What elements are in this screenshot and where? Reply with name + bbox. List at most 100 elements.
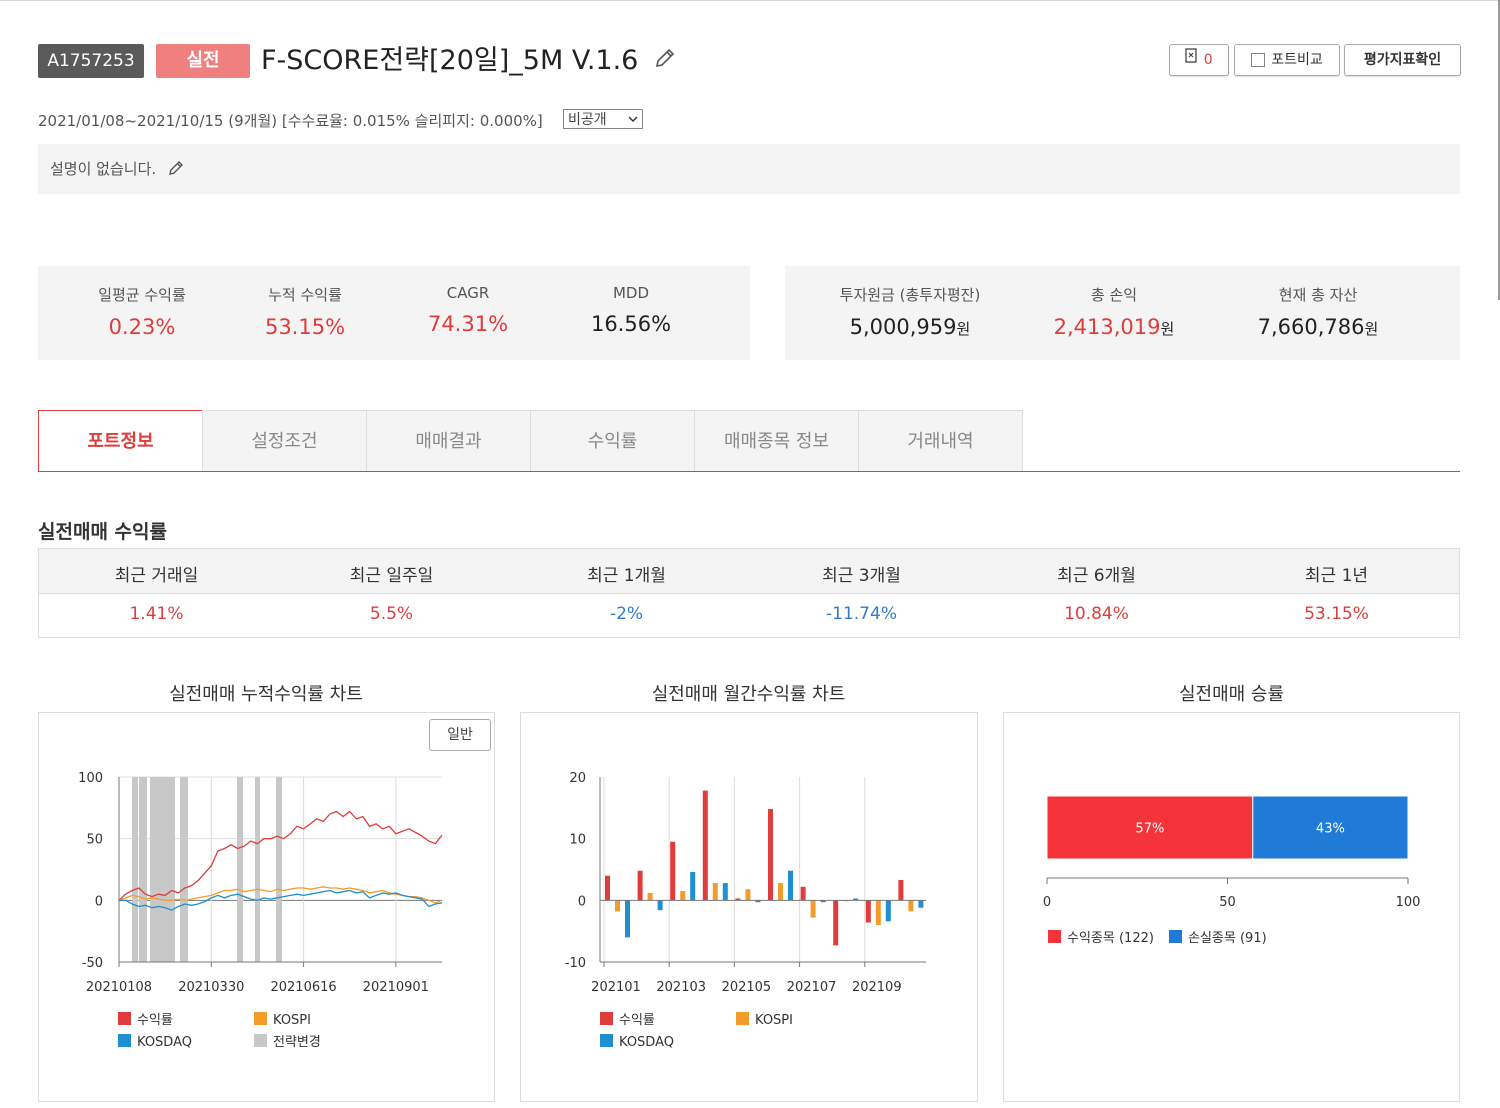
visibility-value: 비공개: [568, 112, 607, 128]
legend-label: 수익률: [137, 1013, 173, 1028]
col-header: 최근 1개월: [587, 566, 666, 586]
bar-KOSPI: [810, 900, 816, 918]
tab-bar: 포트정보 설정조건 매매결과 수익률 매매종목 정보 거래내역: [38, 410, 1460, 472]
legend-label: 전략변경: [273, 1035, 321, 1050]
section-title: 실전매매 수익률: [38, 521, 167, 543]
chart-title-winrate: 실전매매 승률: [1178, 684, 1285, 705]
tab-stock-info[interactable]: 매매종목 정보: [694, 410, 859, 472]
bar-수익률: [735, 898, 741, 901]
strategy-change-band: [276, 777, 282, 962]
y-tick-label: 50: [86, 833, 103, 848]
bar-수익률: [833, 900, 839, 946]
strategy-change-band: [150, 777, 175, 962]
chart-axis: 0 50 100: [1043, 877, 1421, 910]
checkbox-icon[interactable]: [1251, 53, 1266, 67]
series-line-수익률: [118, 810, 443, 901]
bar-KOSPI: [875, 900, 881, 925]
col-header: 최근 1년: [1304, 566, 1369, 586]
visibility-select[interactable]: 비공개: [563, 109, 643, 129]
y-tick-label: 0: [578, 894, 586, 909]
return-value: 53.15%: [1304, 604, 1369, 624]
bar-수익률: [670, 841, 676, 901]
stat-value: 2,413,019원: [1014, 315, 1214, 339]
bar-KOSPI: [647, 892, 653, 901]
chart-axis: 20 10 0 -10 202101 202103 202105 202107 202109: [565, 771, 926, 995]
y-tick-label: 20: [569, 771, 586, 786]
compare-label: 포트비교: [1271, 52, 1323, 68]
stat-value: 7,660,786원: [1218, 315, 1418, 339]
x-tick-label: 202103: [656, 980, 706, 995]
stat-value: 16.56%: [590, 312, 672, 336]
stat-value: 0.23%: [108, 315, 176, 339]
tab-port-info[interactable]: 포트정보: [38, 410, 203, 472]
stat-label: CAGR: [446, 284, 490, 302]
stat-principal: 투자원금 (총투자평잔) 5,000,959원: [810, 284, 1010, 339]
description: 설명이 없습니다.: [50, 158, 185, 181]
portfolio-id-badge: A1757253: [38, 44, 144, 78]
stat-number: 2,413,019: [1053, 315, 1161, 339]
x-tick-label: 202109: [852, 980, 902, 995]
strategy-change-band: [139, 777, 147, 962]
description-text: 설명이 없습니다.: [50, 160, 157, 178]
strategy-change-band: [237, 777, 243, 962]
stat-label: 일평균 수익률: [98, 286, 186, 304]
x-tick-label: 202101: [591, 980, 641, 995]
tab-transactions[interactable]: 거래내역: [858, 410, 1023, 472]
x-tick-label: 20210616: [270, 980, 336, 995]
stat-label: 총 손익: [1090, 286, 1138, 304]
x-tick-label: 0: [1043, 895, 1051, 910]
legend-swatch: [736, 1012, 749, 1025]
evaluation-button[interactable]: 평가지표확인: [1344, 44, 1461, 76]
bar-KOSPI: [680, 891, 686, 901]
legend-swatch: [600, 1034, 613, 1047]
copy-icon: [1185, 45, 1199, 75]
bar-KOSDAQ: [755, 900, 761, 903]
x-tick-label: 20210901: [363, 980, 429, 995]
stat-unit: 원: [956, 320, 971, 338]
page-title: F-SCORE전략[20일]_5M V.1.6: [261, 42, 677, 81]
x-tick-label: 20210330: [178, 980, 244, 995]
bar-KOSPI: [908, 900, 914, 912]
stat-number: 5,000,959: [849, 315, 957, 339]
legend-swatch: [118, 1034, 131, 1047]
copy-count-button[interactable]: 0: [1169, 44, 1229, 76]
legend-label: KOSPI: [755, 1013, 793, 1028]
live-badge: 실전: [156, 44, 250, 78]
chart-grid: [603, 777, 866, 962]
page-scrollbar[interactable]: [1498, 0, 1500, 300]
bar-KOSDAQ: [918, 900, 924, 908]
bar-수익률: [768, 809, 773, 901]
pencil-icon[interactable]: [653, 43, 677, 81]
x-tick-label: 202105: [722, 980, 772, 995]
pencil-icon[interactable]: [167, 159, 185, 181]
chart-mode-button[interactable]: 일반: [429, 719, 491, 751]
tab-trade-results[interactable]: 매매결과: [366, 410, 531, 472]
tab-returns[interactable]: 수익률: [530, 410, 695, 472]
stat-cagr: CAGR 74.31%: [404, 284, 532, 336]
bar-KOSPI: [745, 889, 751, 901]
bar-KOSDAQ: [722, 883, 728, 901]
return-value: -2%: [609, 604, 644, 624]
stat-label: 누적 수익률: [268, 286, 342, 304]
legend-label: KOSDAQ: [619, 1035, 674, 1050]
bar-수익률: [865, 900, 871, 923]
bar-KOSPI: [712, 883, 718, 901]
chart-title-cumulative: 실전매매 누적수익률 차트: [169, 684, 363, 705]
chart-title-monthly: 실전매매 월간수익률 차트: [651, 684, 846, 705]
stat-cumulative-return: 누적 수익률 53.15%: [241, 284, 369, 339]
stat-label: MDD: [612, 284, 650, 302]
strategy-change-band: [255, 777, 260, 962]
returns-table-header: [39, 549, 1459, 594]
compare-button[interactable]: 포트비교: [1234, 44, 1340, 76]
stat-label: 현재 총 자산: [1278, 286, 1358, 304]
x-tick-label: 50: [1219, 895, 1236, 910]
y-tick-label: 100: [78, 771, 103, 786]
bar-수익률: [800, 886, 806, 901]
winrate-chart: 57% 43% 0 50 100 수익종목 (122) 손실종목 (91): [1043, 795, 1421, 946]
x-tick-label: 100: [1396, 895, 1421, 910]
tab-settings[interactable]: 설정조건: [202, 410, 367, 472]
stat-value: 74.31%: [427, 312, 509, 336]
bar-KOSDAQ: [788, 870, 793, 901]
bar-KOSDAQ: [657, 900, 663, 911]
monthly-chart: 20 10 0 -10 202101 202103 202105 202107 202109 수…: [565, 771, 926, 1050]
